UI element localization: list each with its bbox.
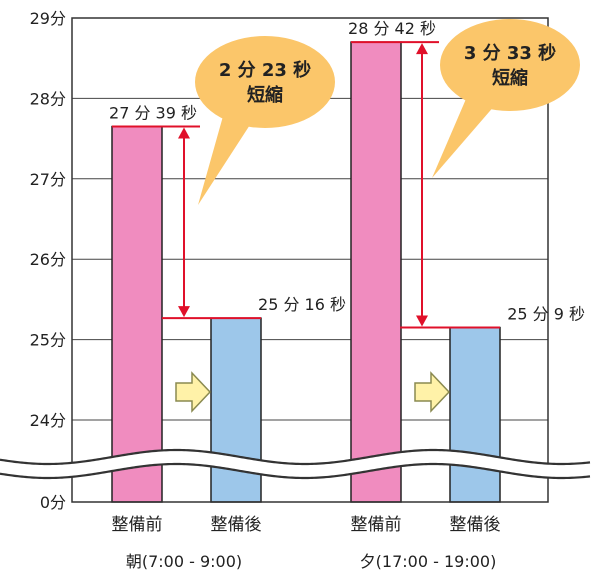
flow-arrow-icon xyxy=(414,371,451,413)
callout-text-amount: 3 分 33 秒 xyxy=(464,42,556,64)
x-category-label: 整備前 xyxy=(351,515,402,535)
y-tick-label: 0分 xyxy=(40,493,66,512)
callout-bubble xyxy=(195,36,335,128)
after-value-label: 25 分 9 秒 xyxy=(507,305,585,324)
x-category-label: 整備後 xyxy=(211,515,262,535)
callout-text-label: 短縮 xyxy=(247,84,283,106)
plot-border xyxy=(71,17,549,503)
callout-text-label: 短縮 xyxy=(492,67,528,89)
reduction-arrow-head-down xyxy=(178,306,190,318)
bar-evening-after xyxy=(449,326,501,503)
y-axis-ticks: 0分 24分 25分 26分 27分 28分 29分 xyxy=(30,9,66,512)
bar-morning-before xyxy=(111,125,163,503)
y-tick-label: 29分 xyxy=(30,9,66,28)
x-group-label: 朝(7:00 - 9:00) xyxy=(126,552,242,571)
y-tick-label: 27分 xyxy=(30,170,66,189)
y-tick-label: 24分 xyxy=(30,411,66,430)
x-category-label: 整備前 xyxy=(112,515,163,535)
bar-evening-before xyxy=(350,41,402,503)
x-category-label: 整備後 xyxy=(450,515,501,535)
y-tick-label: 25分 xyxy=(30,331,66,350)
after-value-label: 25 分 16 秒 xyxy=(258,295,346,314)
axis-break-wave-bottom xyxy=(0,462,591,480)
y-tick-label: 26分 xyxy=(30,250,66,269)
callout-text-amount: 2 分 23 秒 xyxy=(219,59,311,81)
x-group-label: 夕(17:00 - 19:00) xyxy=(360,552,497,571)
y-tick-label: 28分 xyxy=(30,89,66,108)
bar-morning-after xyxy=(210,317,262,503)
plot-frame xyxy=(71,17,549,503)
callout-bubble xyxy=(440,19,580,111)
reduction-arrow-head-down xyxy=(416,315,428,327)
reduction-arrow-head-up xyxy=(416,43,428,55)
callout-tail xyxy=(198,102,257,205)
before-value-label: 28 分 42 秒 xyxy=(348,19,436,38)
reduction-arrow-head-up xyxy=(178,127,190,139)
before-value-label: 27 分 39 秒 xyxy=(109,104,197,123)
axis-break-wave-top xyxy=(0,448,591,466)
axis-break xyxy=(0,448,591,480)
callout-tail xyxy=(432,85,502,178)
flow-arrow-icon xyxy=(175,371,212,413)
